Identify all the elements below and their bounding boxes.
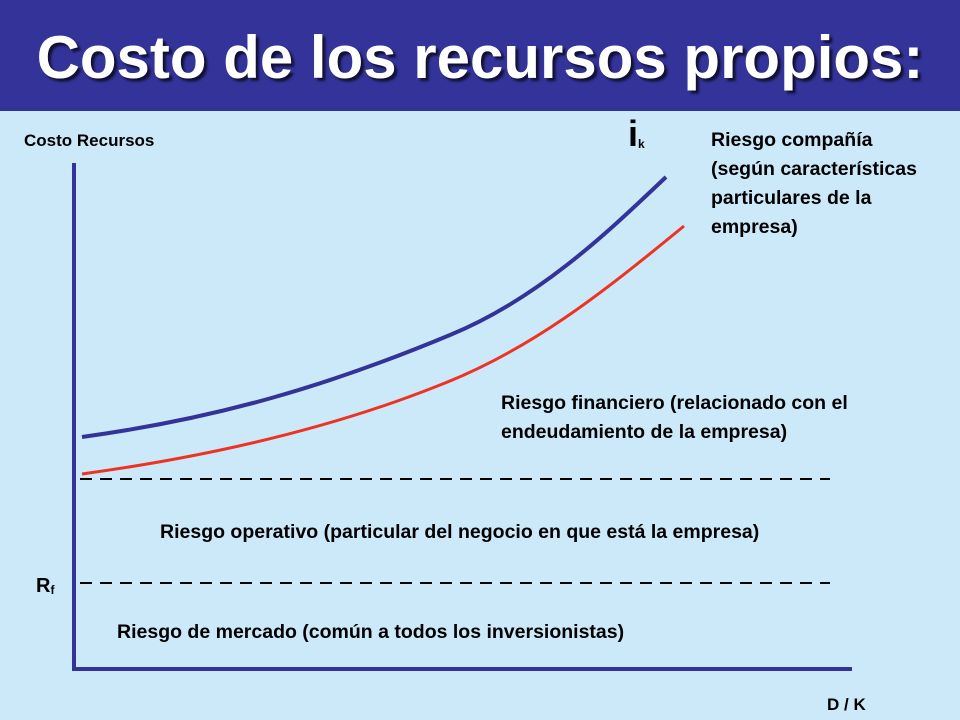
ik-base: i: [628, 113, 639, 154]
company-risk-label: Riesgo compañía (según características p…: [711, 129, 917, 238]
ik-subscript: k: [638, 137, 645, 151]
slide-title: Costo de los recursos propios:: [36, 24, 924, 91]
rf-label: Rf: [36, 572, 54, 605]
y-axis-label: Costo Recursos: [24, 131, 155, 150]
market-risk-label: Riesgo de mercado (común a todos los inv…: [117, 621, 625, 643]
x-axis-label: D / K: [827, 695, 866, 714]
title-banner: [0, 0, 960, 111]
rf-base: R: [36, 575, 51, 597]
ik-curve: [81, 175, 668, 439]
operating-risk-label: Riesgo operativo (particular del negocio…: [160, 521, 760, 543]
rf-subscript: f: [50, 583, 55, 597]
financial-risk-label: Riesgo financiero (relacionado con el en…: [501, 392, 848, 443]
financial-risk-curve: [81, 224, 685, 476]
ik-curve-label: ik: [628, 114, 645, 164]
